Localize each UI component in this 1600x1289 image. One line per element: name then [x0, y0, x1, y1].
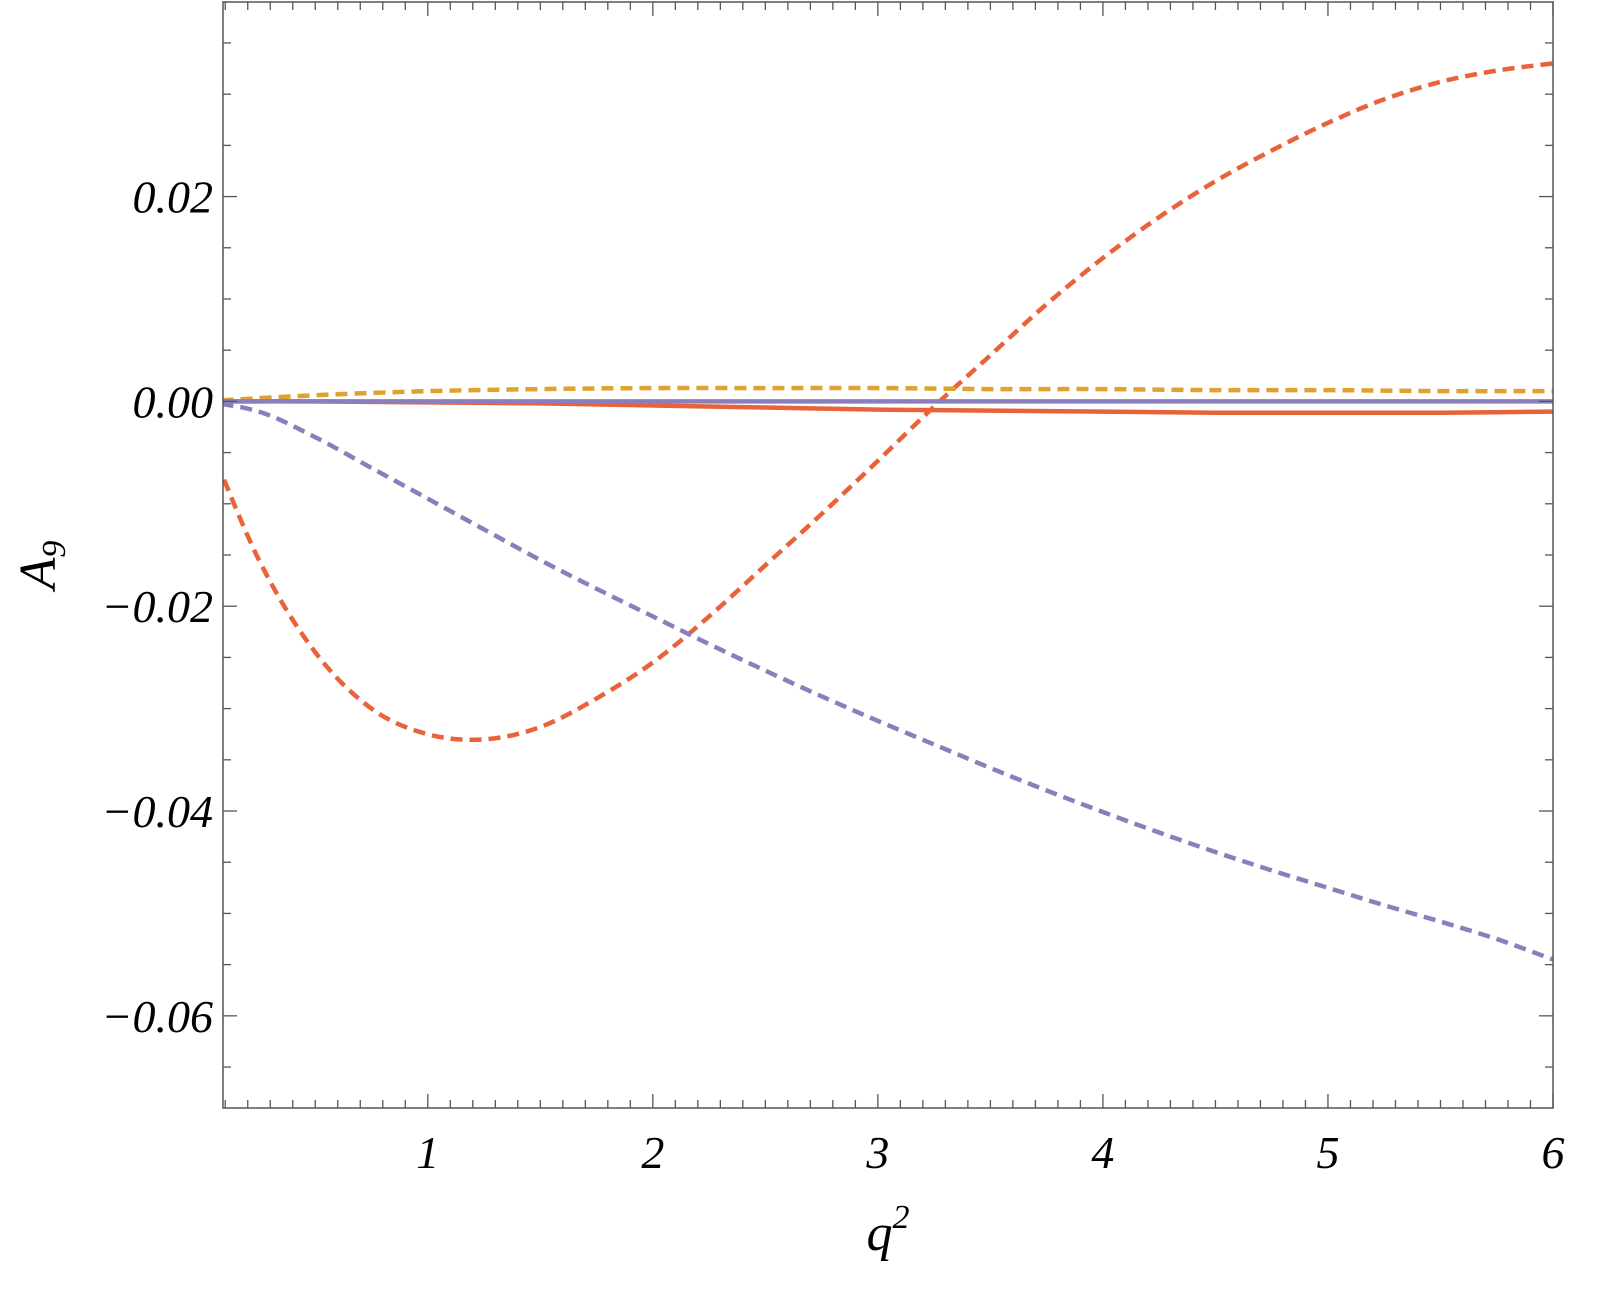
y-tick-label: 0.00 — [133, 376, 214, 427]
x-axis-ticks: 1 2 3 4 5 6 — [224, 2, 1565, 1178]
y-tick-label: −0.04 — [101, 786, 213, 837]
y-axis-label-subscript: 9 — [36, 541, 73, 558]
series-line-3-dashed — [223, 385, 1553, 403]
y-tick-label: 0.02 — [133, 172, 214, 223]
plot-frame — [222, 1, 1554, 1109]
y-tick-label: −0.06 — [101, 991, 213, 1042]
x-axis-label-superscript: 2 — [893, 1199, 910, 1236]
x-axis-label: q2 — [867, 1199, 910, 1262]
y-axis-label-base: A — [10, 557, 67, 592]
y-axis-ticks: 0.02 0.00 −0.02 −0.04 −0.06 — [101, 42, 1553, 1068]
x-tick-label: 3 — [865, 1127, 889, 1178]
y-tick-label: −0.02 — [101, 581, 213, 632]
x-tick-label: 1 — [416, 1127, 439, 1178]
x-tick-label: 5 — [1316, 1127, 1339, 1178]
series-layer — [223, 61, 1553, 962]
x-tick-label: 4 — [1091, 1127, 1114, 1178]
x-tick-label: 2 — [641, 1127, 664, 1178]
x-axis-label-base: q — [867, 1205, 893, 1262]
series-line-2-dashed — [223, 402, 1553, 962]
x-tick-label: 6 — [1542, 1127, 1565, 1178]
y-axis-label: A9 — [10, 541, 73, 593]
series-line-1-dashed — [223, 61, 1553, 742]
